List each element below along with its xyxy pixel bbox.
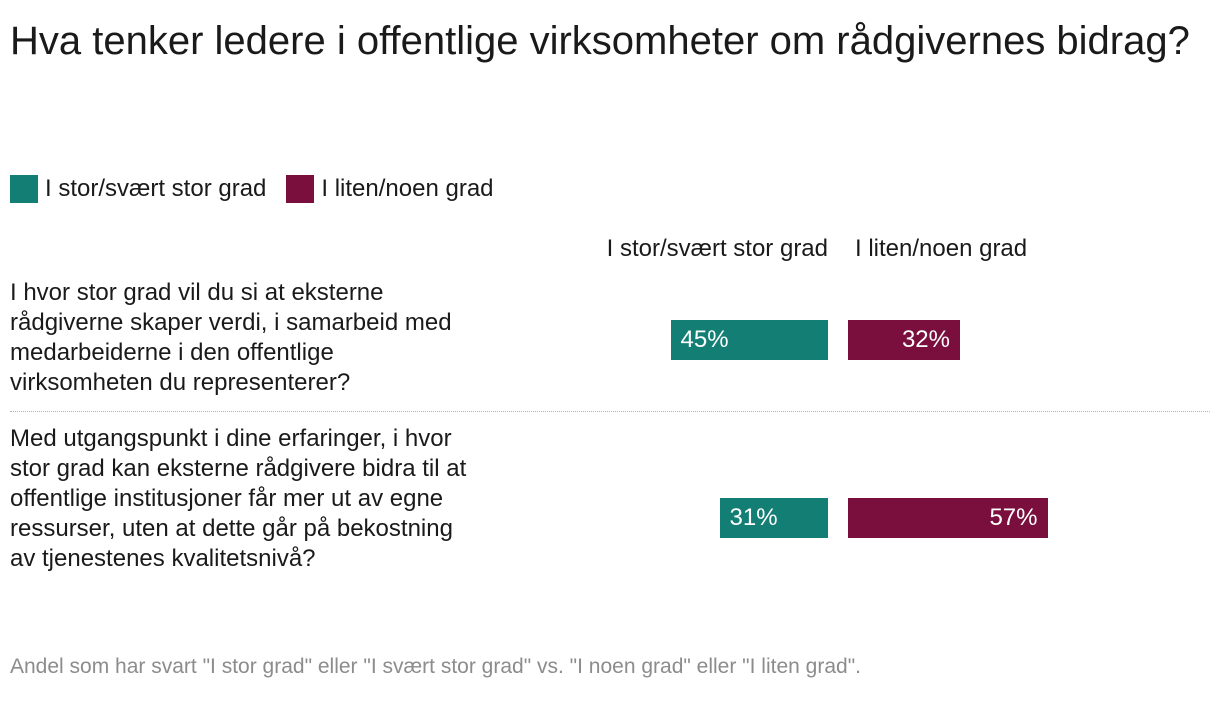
bar-stor-row-2: 31% bbox=[719, 498, 828, 538]
column-header-stor: I stor/svært stor grad bbox=[606, 235, 828, 262]
legend-label-stor: I stor/svært stor grad bbox=[45, 175, 267, 202]
row-label-1: I hvor stor grad vil du si at eksterne r… bbox=[10, 279, 452, 396]
legend: I stor/svært stor grad I liten/noen grad bbox=[10, 175, 514, 203]
legend-item-stor: I stor/svært stor grad bbox=[10, 175, 266, 203]
bar-liten-row-2: 57% bbox=[848, 498, 1048, 538]
bar-value-label: 45% bbox=[680, 326, 729, 353]
bar-stor-row-1: 45% bbox=[670, 320, 828, 360]
bar-liten-row-1: 32% bbox=[848, 320, 960, 360]
legend-label-liten: I liten/noen grad bbox=[321, 175, 494, 202]
row-divider bbox=[10, 411, 1210, 412]
row-label-2: Med utgangspunkt i dine erfaringer, i hv… bbox=[10, 425, 467, 572]
legend-swatch-liten bbox=[286, 175, 315, 203]
legend-item-liten: I liten/noen grad bbox=[286, 175, 494, 203]
legend-swatch-stor bbox=[10, 175, 38, 203]
bar-value-label: 32% bbox=[901, 326, 950, 353]
bar-value-label: 57% bbox=[989, 504, 1038, 531]
column-header-liten: I liten/noen grad bbox=[855, 235, 1028, 262]
footnote: Andel som har svart "I stor grad" eller … bbox=[10, 655, 861, 678]
bar-value-label: 31% bbox=[729, 504, 778, 531]
chart-title: Hva tenker ledere i offentlige virksomhe… bbox=[10, 19, 1190, 63]
